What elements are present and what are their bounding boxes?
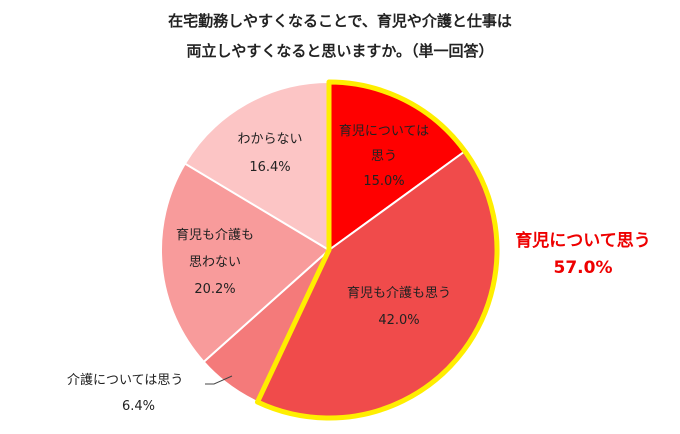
slice-label-3-line-1: 介護については思う — [67, 372, 183, 388]
chart-title-line-2: 両立しやすくなると思いますか。（単一回答） — [186, 42, 494, 60]
pie-slice-4 — [160, 162, 331, 364]
chart-title: 在宅勤務しやすくなることで、育児や介護と仕事は 両立しやすくなると思いますか。（… — [0, 6, 680, 66]
summary-value: 57.0% — [554, 258, 613, 278]
chart-title-line-1: 在宅勤務しやすくなることで、育児や介護と仕事は — [168, 12, 512, 30]
slice-label-2-line-1: 育児も介護も思う — [347, 285, 451, 301]
pie-slice-5 — [183, 80, 330, 252]
slice-value-4: 20.2% — [194, 282, 235, 297]
slice-label-4-line-1: 育児も介護も — [176, 227, 254, 243]
slice-value-5: 16.4% — [249, 160, 290, 175]
callout-leader-line — [205, 375, 233, 385]
slice-label-4-line-2: 思わない — [189, 255, 241, 270]
highlight-outline — [254, 79, 500, 421]
slice-value-2: 42.0% — [378, 313, 419, 328]
slice-label-1-line-2: 思う — [371, 149, 397, 164]
slice-value-1: 15.0% — [363, 174, 404, 189]
slice-label-1-line-1: 育児については — [339, 123, 429, 139]
slice-label-5-line-1: わからない — [237, 132, 302, 147]
summary-label: 育児について思う — [515, 230, 651, 251]
slice-value-3: 6.4% — [122, 399, 155, 414]
